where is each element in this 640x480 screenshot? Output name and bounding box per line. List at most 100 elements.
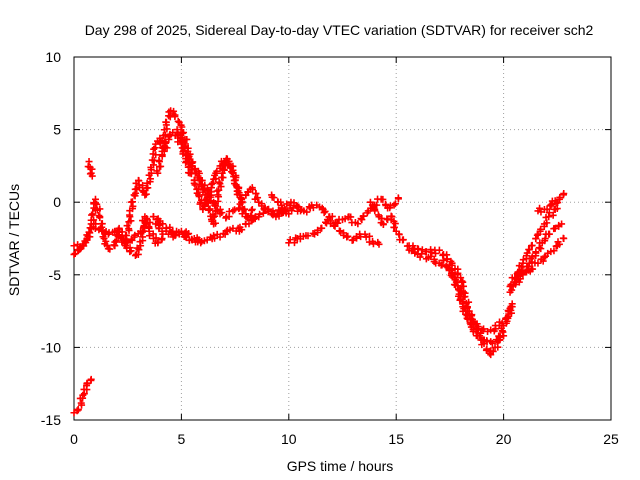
data-point-interp <box>254 194 262 202</box>
data-point-interp <box>455 286 463 294</box>
data-point-interp <box>139 187 147 195</box>
data-point-interp <box>154 238 162 246</box>
data-point <box>87 375 95 383</box>
data-point-interp <box>135 177 143 185</box>
series-track-Q <box>534 197 559 216</box>
data-point-interp <box>458 277 466 285</box>
data-point-interp <box>260 205 268 213</box>
data-point-interp <box>129 198 137 206</box>
data-point-interp <box>89 210 97 218</box>
data-point-interp <box>432 249 440 257</box>
data-point <box>180 129 188 137</box>
data-point <box>532 235 540 242</box>
series-track-H <box>152 213 263 247</box>
data-point-interp <box>496 336 504 344</box>
data-point <box>487 326 495 334</box>
data-point-interp <box>138 228 146 236</box>
data-point-interp <box>91 199 99 207</box>
data-points <box>70 107 568 417</box>
data-point-interp <box>465 298 473 306</box>
data-point-interp <box>231 206 239 214</box>
y-tick-label: -15 <box>41 412 61 428</box>
data-point-interp <box>498 319 506 327</box>
data-point-interp <box>229 162 237 170</box>
data-point <box>560 189 568 197</box>
data-point-interp <box>536 204 544 212</box>
y-tick-label: -10 <box>41 339 61 355</box>
data-point-interp <box>519 266 527 274</box>
data-point-interp <box>180 147 188 155</box>
data-point <box>214 191 222 199</box>
data-point-interp <box>146 175 154 183</box>
data-point-interp <box>541 237 549 245</box>
axis-ticks <box>73 56 612 421</box>
data-point-interp <box>537 245 545 253</box>
data-point-interp <box>416 253 424 261</box>
data-point-interp <box>438 261 446 269</box>
data-point-interp <box>161 138 169 146</box>
data-point <box>165 230 173 238</box>
data-point-interp <box>264 206 272 214</box>
data-point-interp <box>211 201 219 209</box>
data-point-interp <box>454 282 462 290</box>
data-point-interp <box>334 219 342 227</box>
data-point-interp <box>252 190 260 198</box>
x-tick-label: 25 <box>603 431 619 447</box>
data-point-interp <box>545 209 553 217</box>
data-point-interp <box>183 135 191 143</box>
data-point-interp <box>519 256 527 264</box>
data-point-interp <box>123 222 131 230</box>
data-point-interp <box>152 151 160 159</box>
data-point <box>547 201 555 209</box>
data-point-interp <box>391 220 399 228</box>
x-tick-label: 5 <box>178 431 186 447</box>
series-track-M <box>439 256 516 336</box>
data-point-interp <box>440 256 448 264</box>
data-point-interp <box>269 207 277 215</box>
data-point-interp <box>480 325 488 333</box>
data-point-interp <box>459 293 467 301</box>
data-point-interp <box>211 212 219 220</box>
data-point-interp <box>458 298 466 306</box>
data-point-interp <box>270 194 278 202</box>
data-point <box>149 213 157 221</box>
data-point <box>70 250 78 258</box>
data-point-interp <box>314 228 322 236</box>
data-point-interp <box>556 193 564 201</box>
plot-area-border <box>73 56 612 421</box>
data-point-interp <box>148 156 156 164</box>
data-point-interp <box>286 236 294 244</box>
data-point-interp <box>207 180 215 188</box>
series-track-C <box>84 158 96 180</box>
data-point <box>122 242 130 250</box>
data-point-interp <box>549 211 557 219</box>
data-point-interp <box>295 203 303 211</box>
data-point-interp <box>79 391 87 399</box>
x-axis-title: GPS time / hours <box>287 458 394 474</box>
y-tick-label: 10 <box>45 49 61 65</box>
data-point <box>190 165 198 173</box>
data-point-interp <box>122 231 130 239</box>
x-tick-label: 20 <box>496 431 512 447</box>
data-point-interp <box>371 207 379 215</box>
data-point-interp <box>399 236 407 244</box>
data-point-interp <box>528 253 536 261</box>
data-point-interp <box>321 207 329 215</box>
data-point-interp <box>525 246 533 254</box>
data-point-interp <box>435 246 443 254</box>
x-tick-labels: 0 5 10 15 20 25 <box>70 431 619 447</box>
data-point-interp <box>96 205 104 213</box>
data-point-interp <box>93 200 101 208</box>
data-point-interp <box>162 118 170 126</box>
data-point-interp <box>90 216 98 224</box>
data-point-interp <box>347 213 355 221</box>
data-point-interp <box>194 172 202 180</box>
data-point-interp <box>96 214 104 222</box>
data-point-interp <box>418 250 426 258</box>
data-point-interp <box>249 186 257 194</box>
data-point-interp <box>553 205 561 213</box>
data-point-interp <box>173 128 181 136</box>
data-point-interp <box>492 325 500 333</box>
data-point <box>508 274 516 282</box>
